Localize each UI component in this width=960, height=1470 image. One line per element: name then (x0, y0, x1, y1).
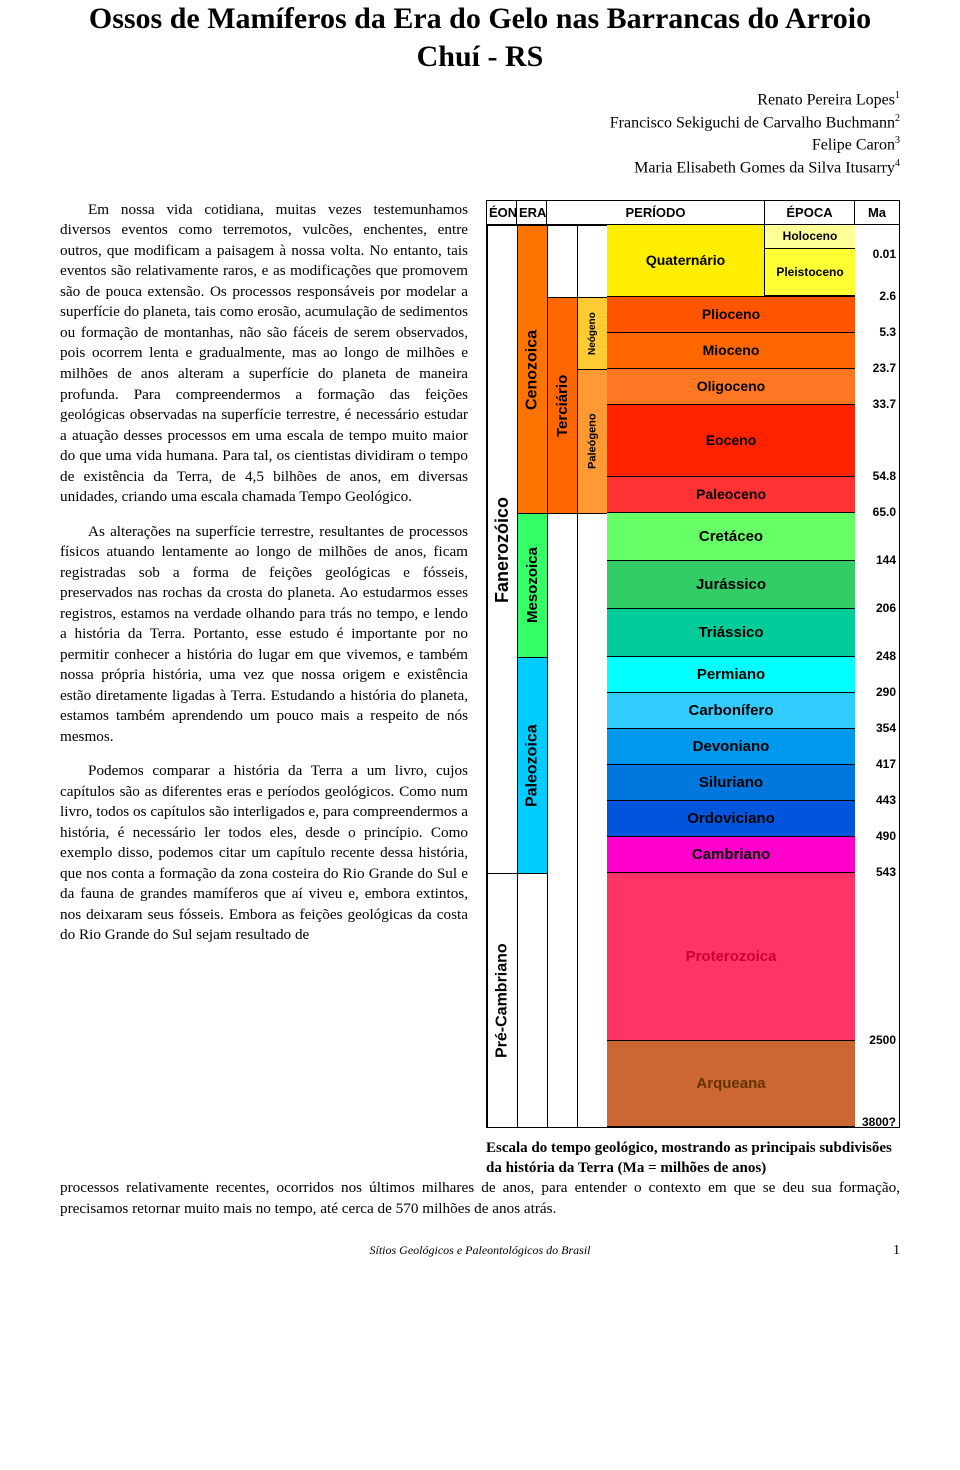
ma-value: 490 (876, 829, 896, 843)
epoch-row: Mioceno (607, 333, 855, 369)
epoch-row: Paleoceno (607, 477, 855, 513)
era-cell: Mesozoica (517, 513, 547, 657)
geologic-timescale-chart: ÉON ERA PERÍODO ÉPOCA Ma FanerozóicoPré-… (486, 200, 900, 1128)
eon-cell: Fanerozóico (487, 225, 517, 873)
footer-text: Sítios Geológicos e Paleontológicos do B… (370, 1243, 591, 1257)
paragraph-3: Podemos comparar a história da Terra a u… (60, 761, 468, 946)
ma-value: 443 (876, 793, 896, 807)
body-text-column: Em nossa vida cotidiana, muitas vezes te… (60, 200, 468, 960)
era-cell: Cenozoica (517, 225, 547, 513)
eon-cell: Pré-Cambriano (487, 873, 517, 1127)
ma-value: 3800? (862, 1115, 896, 1129)
ma-value: 2.6 (879, 289, 896, 303)
epoch-cell: Holoceno (765, 225, 855, 249)
subperiod-cell: Paleógeno (577, 369, 607, 513)
author-4: Maria Elisabeth Gomes da Silva Itusarry4 (60, 157, 900, 180)
header-epoca: ÉPOCA (765, 201, 855, 224)
subperiod-column: NeógenoPaleógeno (577, 225, 607, 1127)
epoch-cell: Pleistoceno (765, 249, 855, 296)
period-row: Jurássico (607, 561, 855, 609)
paragraph-1: Em nossa vida cotidiana, muitas vezes te… (60, 200, 468, 508)
ma-value: 33.7 (873, 397, 896, 411)
subperiod-cell (577, 225, 607, 297)
ma-value: 290 (876, 685, 896, 699)
bottom-paragraph: processos relativamente recentes, ocorri… (60, 1178, 900, 1219)
period-row: Cretáceo (607, 513, 855, 561)
period-row: Triássico (607, 609, 855, 657)
authors-block: Renato Pereira Lopes1 Francisco Sekiguch… (60, 89, 900, 180)
epoch-row: Eoceno (607, 405, 855, 477)
epoch-row: Oligoceno (607, 369, 855, 405)
era-cell: Paleozoica (517, 657, 547, 873)
ma-value: 144 (876, 553, 896, 567)
header-era: ERA (517, 201, 547, 224)
period-row: Cambriano (607, 837, 855, 873)
header-ma: Ma (855, 201, 899, 224)
era-cell (517, 873, 547, 1127)
ma-value: 417 (876, 757, 896, 771)
page-title: Ossos de Mamíferos da Era do Gelo nas Ba… (60, 0, 900, 75)
ma-column: 0.01 2.6 5.3 23.7 33.7 54.8 65.0 144 206 248 290 35… (855, 225, 899, 1127)
period-row: Permiano (607, 657, 855, 693)
period-row: Arqueana (607, 1041, 855, 1127)
terciario-cell (547, 225, 577, 297)
ma-value: 2500 (869, 1033, 896, 1047)
chart-caption: Escala do tempo geológico, mostrando as … (486, 1138, 900, 1179)
subperiod-cell (577, 513, 607, 1127)
period-row: Proterozoica (607, 873, 855, 1041)
header-periodo: PERÍODO (547, 201, 765, 224)
ma-value: 54.8 (873, 469, 896, 483)
ma-value: 354 (876, 721, 896, 735)
period-row: Siluriano (607, 765, 855, 801)
eon-column: FanerozóicoPré-Cambriano (487, 225, 517, 1127)
page-number: 1 (893, 1243, 900, 1259)
ma-value: 0.01 (873, 247, 896, 261)
epoch-row: Plioceno (607, 297, 855, 333)
author-2: Francisco Sekiguchi de Carvalho Buchmann… (60, 112, 900, 135)
ma-value: 5.3 (879, 325, 896, 339)
periodo-column: QuaternárioHolocenoPleistocenoPliocenoMi… (607, 225, 855, 1127)
terciario-column: Terciário (547, 225, 577, 1127)
terciario-cell (547, 513, 577, 1127)
chart-header: ÉON ERA PERÍODO ÉPOCA Ma (487, 201, 899, 225)
ma-value: 23.7 (873, 361, 896, 375)
page-footer: Sítios Geológicos e Paleontológicos do B… (60, 1243, 900, 1258)
quaternary-row: QuaternárioHolocenoPleistoceno (607, 225, 855, 297)
period-label: Quaternário (607, 225, 765, 296)
period-row: Ordoviciano (607, 801, 855, 837)
ma-value: 248 (876, 649, 896, 663)
terciario-cell: Terciário (547, 297, 577, 513)
ma-value: 206 (876, 601, 896, 615)
chart-body: FanerozóicoPré-Cambriano CenozoicaMesozo… (487, 225, 899, 1127)
ma-value: 543 (876, 865, 896, 879)
ma-value: 65.0 (873, 505, 896, 519)
period-row: Carbonífero (607, 693, 855, 729)
author-1: Renato Pereira Lopes1 (60, 89, 900, 112)
author-3: Felipe Caron3 (60, 134, 900, 157)
period-row: Devoniano (607, 729, 855, 765)
subperiod-cell: Neógeno (577, 297, 607, 369)
era-column: CenozoicaMesozoicaPaleozoica (517, 225, 547, 1127)
header-eon: ÉON (487, 201, 517, 224)
paragraph-2: As alterações na superfície terrestre, r… (60, 522, 468, 748)
